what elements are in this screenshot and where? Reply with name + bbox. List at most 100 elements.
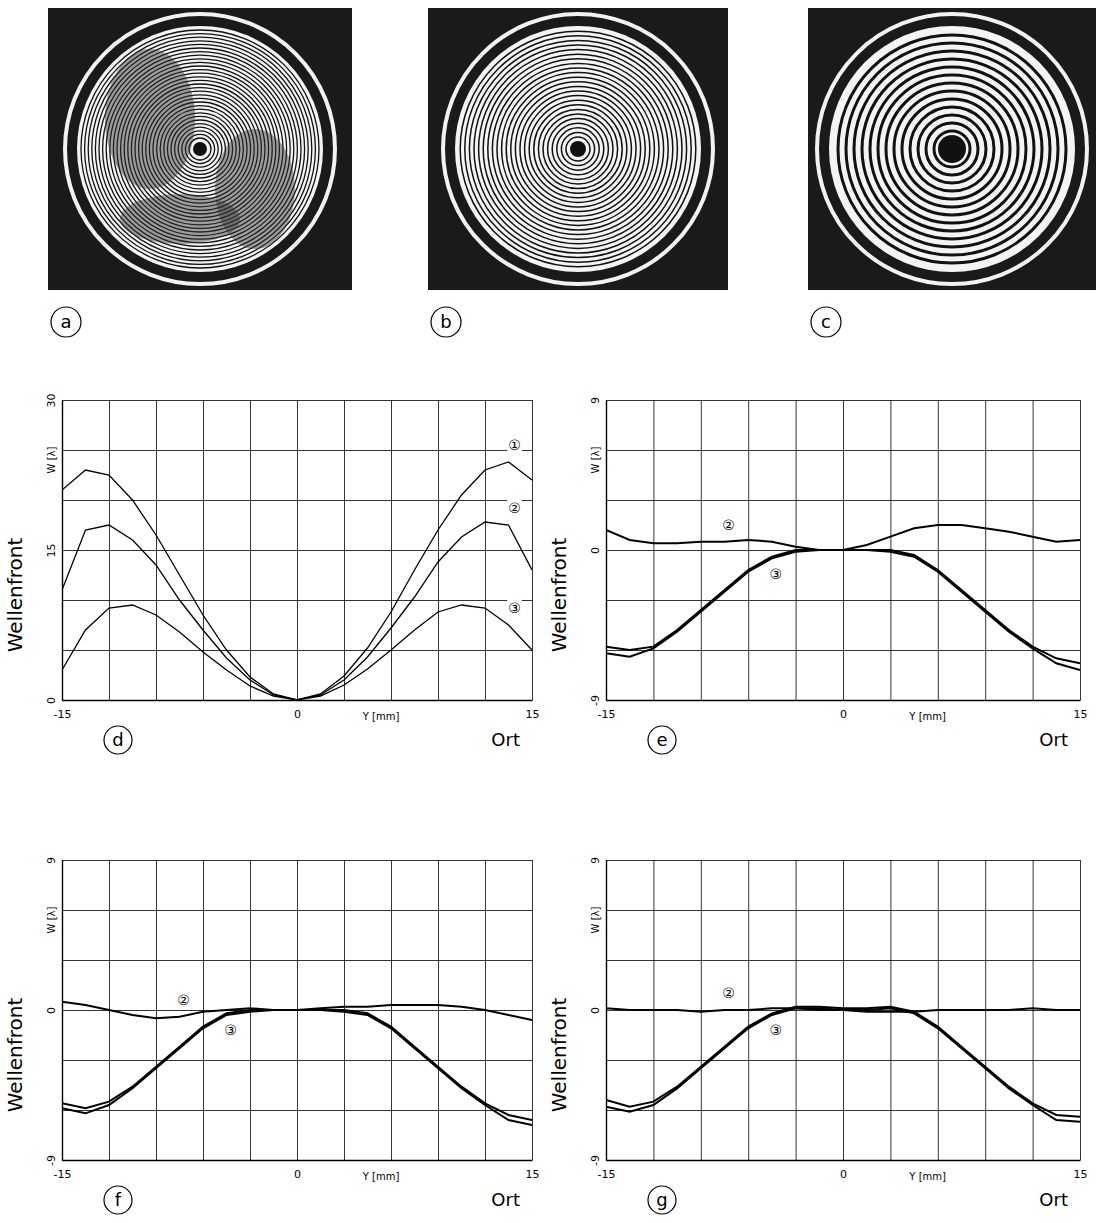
x-tick (344, 400, 345, 700)
y-grid-line (62, 600, 532, 601)
x-tick (250, 400, 251, 700)
y-grid-line (606, 860, 1080, 861)
x-grid-line (606, 400, 607, 700)
series-label: ③ (508, 600, 521, 616)
x-tick (156, 400, 157, 700)
x-axis: -15 0 15 (598, 400, 1088, 721)
fringe (846, 43, 1058, 255)
fringe (552, 123, 604, 175)
fringe (460, 31, 696, 267)
x-tick-label: 0 (294, 1168, 301, 1181)
x-grid-line (938, 400, 939, 700)
x-axis-line (63, 700, 533, 701)
x-axis: -15 0 15 (54, 860, 540, 1181)
fringe (838, 35, 1066, 263)
x-tick (701, 400, 702, 700)
series-labels: ②③ (721, 517, 783, 582)
y-tick-label: 0 (589, 1007, 602, 1014)
x-tick-label: -15 (54, 1168, 72, 1181)
x-tick-label: 15 (526, 1168, 540, 1181)
fringe-field (829, 26, 1075, 272)
panel-letter: f (115, 1189, 122, 1210)
x-tick (438, 400, 439, 700)
chart: -15015-909②③WellenfrontW [λ]Y [mm]Ortf (3, 857, 540, 1214)
y-grid-line (62, 860, 532, 861)
wavefront-curve (62, 1010, 532, 1120)
series-labels: ①②③ (507, 437, 522, 616)
y-tick (62, 960, 532, 961)
x-tick (203, 860, 204, 1160)
x-tick (391, 400, 392, 700)
wavefront-curve (62, 605, 532, 700)
y-axis-line (606, 861, 607, 1161)
x-grid-line (203, 860, 204, 1160)
x-tick-label: 0 (294, 708, 301, 721)
y-tick (62, 910, 532, 911)
x-grid-line (748, 400, 749, 700)
x-tick: 15 (1074, 860, 1088, 1181)
x-axis-line (607, 700, 1081, 701)
x-grid-line (701, 400, 702, 700)
fringe (862, 59, 1042, 239)
panel-letter-circle (104, 1186, 132, 1214)
y-grid-line (62, 550, 532, 551)
fringe (81, 30, 319, 268)
y-grid-line (606, 960, 1080, 961)
fringe (520, 91, 636, 207)
y-tick (606, 960, 1080, 961)
fringe (561, 132, 594, 165)
x-tick-label: 15 (1074, 1168, 1088, 1181)
x-grid-line (391, 400, 392, 700)
x-tick: 0 (840, 400, 847, 721)
x-unit-label: Y [mm] (908, 1171, 946, 1182)
label-patch (507, 600, 522, 616)
outer-ring (817, 14, 1087, 284)
y-tick-label: 0 (589, 547, 602, 554)
panel-letter: b (440, 311, 451, 332)
image-background (428, 8, 728, 290)
x-grid-line (1080, 400, 1081, 700)
fringe (85, 34, 316, 265)
y-tick (62, 1110, 532, 1111)
x-grid-line (985, 400, 986, 700)
y-grid-line (606, 1110, 1080, 1111)
outer-ring (65, 14, 335, 284)
wavefront-curve (606, 525, 1080, 550)
x-tick-label: 15 (526, 708, 540, 721)
x-grid-line (297, 400, 298, 700)
fringe (918, 115, 986, 183)
y-axis-title: Wellenfront (547, 998, 571, 1113)
panel-letter: c (821, 311, 831, 332)
x-grid-line (62, 860, 63, 1160)
x-grid-line (250, 400, 251, 700)
series-labels: ②③ (721, 985, 783, 1038)
x-axis-title: Ort (491, 729, 520, 750)
series-label: ③ (224, 1022, 237, 1038)
x-tick-label: -15 (598, 708, 616, 721)
center-spot (570, 141, 586, 157)
outer-ring (443, 14, 713, 284)
label-patch (507, 437, 522, 453)
x-grid-line (156, 400, 157, 700)
x-grid-line (109, 400, 110, 700)
panel-letter-circle (811, 307, 841, 337)
fringe (557, 128, 599, 170)
x-tick (796, 860, 797, 1160)
y-grid-line (62, 1110, 532, 1111)
center-spot (193, 142, 207, 156)
panel-letter: d (112, 729, 123, 750)
center-spot (938, 135, 966, 163)
speckle (120, 194, 240, 244)
interferogram: a (48, 8, 352, 337)
y-tick-label: -9 (589, 1155, 602, 1166)
x-tick-label: -15 (54, 708, 72, 721)
x-tick: 15 (1074, 400, 1088, 721)
panel-letter: a (60, 311, 71, 332)
y-grid-line (606, 1160, 1080, 1161)
y-grid-line (606, 1060, 1080, 1061)
y-tick (62, 450, 532, 451)
y-grid-line (62, 450, 532, 451)
y-unit-label: W [λ] (46, 447, 57, 474)
y-axis: 01530 (45, 394, 532, 705)
y-axis: -909 (589, 857, 1080, 1166)
